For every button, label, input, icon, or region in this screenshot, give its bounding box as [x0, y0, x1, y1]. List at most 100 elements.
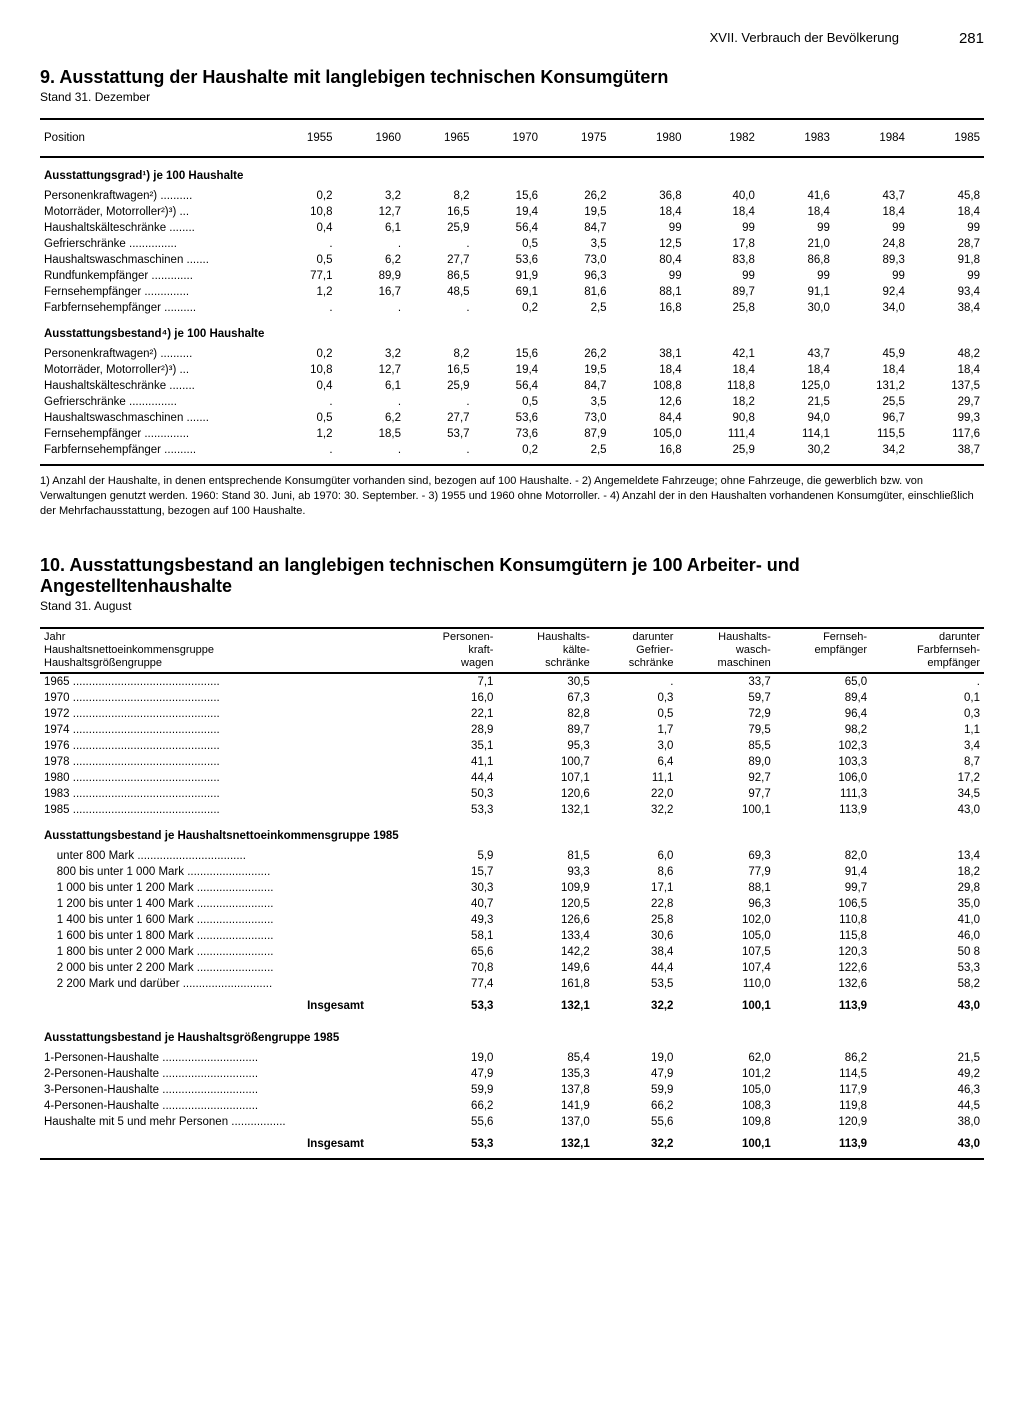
table10-size-row: 1-Personen-Haushalte ...................… — [40, 1050, 984, 1066]
cell: 18,4 — [611, 362, 686, 378]
cell: 89,9 — [337, 268, 406, 284]
table9-row: Personenkraftwagen²) ..........0,23,28,2… — [40, 346, 984, 362]
cell: 10,8 — [268, 204, 337, 220]
cell: 91,4 — [775, 864, 871, 880]
row-label: 1972 ...................................… — [40, 706, 404, 722]
cell: 0,2 — [268, 188, 337, 204]
cell: 27,7 — [405, 410, 474, 426]
table10-rowhead: JahrHaushaltsnettoeinkommensgruppeHausha… — [40, 629, 404, 674]
row-label: Haushaltswaschmaschinen ....... — [40, 410, 268, 426]
cell: 53,3 — [404, 992, 497, 1020]
cell: 16,0 — [404, 690, 497, 706]
row-label: 1974 ...................................… — [40, 722, 404, 738]
cell: 120,3 — [775, 944, 871, 960]
cell: 53,6 — [474, 410, 543, 426]
cell: 113,9 — [775, 1130, 871, 1159]
cell: 118,8 — [686, 378, 759, 394]
cell: 3,4 — [871, 738, 984, 754]
table10-section-income: Ausstattungsbestand je Haushaltsnettoein… — [40, 818, 984, 848]
cell: 30,5 — [497, 674, 593, 690]
table9-row: Fernsehempfänger ..............1,218,553… — [40, 426, 984, 442]
row-label: Farbfernsehempfänger .......... — [40, 442, 268, 458]
cell: . — [268, 300, 337, 316]
table10-size-row: Haushalte mit 5 und mehr Personen ......… — [40, 1114, 984, 1130]
cell: 126,6 — [497, 912, 593, 928]
cell: 43,7 — [759, 346, 834, 362]
cell: 66,2 — [594, 1098, 678, 1114]
cell: 84,4 — [611, 410, 686, 426]
table10-year-row: 1983 ...................................… — [40, 786, 984, 802]
cell: 99 — [686, 268, 759, 284]
cell: 99 — [611, 220, 686, 236]
row-label: 2 000 bis unter 2 200 Mark .............… — [40, 960, 404, 976]
cell: 91,9 — [474, 268, 543, 284]
cell: 137,8 — [497, 1082, 593, 1098]
table10-size-row: 4-Personen-Haushalte ...................… — [40, 1098, 984, 1114]
cell: 88,1 — [611, 284, 686, 300]
cell: 50 8 — [871, 944, 984, 960]
cell: 99,7 — [775, 880, 871, 896]
cell: 17,8 — [686, 236, 759, 252]
table10-col-head: Haushalts-wasch-maschinen — [677, 629, 774, 674]
cell: 24,8 — [834, 236, 909, 252]
row-label: Haushalte mit 5 und mehr Personen ......… — [40, 1114, 404, 1130]
table10-year-row: 1976 ...................................… — [40, 738, 984, 754]
cell: 55,6 — [594, 1114, 678, 1130]
cell: 100,1 — [677, 1130, 774, 1159]
cell: 30,6 — [594, 928, 678, 944]
table10-col-head: Haushalts-kälte-schränke — [497, 629, 593, 674]
cell: 41,6 — [759, 188, 834, 204]
cell: 38,1 — [611, 346, 686, 362]
cell: 81,6 — [542, 284, 611, 300]
cell: 70,8 — [404, 960, 497, 976]
cell: 49,2 — [871, 1066, 984, 1082]
cell: 133,4 — [497, 928, 593, 944]
cell: 93,3 — [497, 864, 593, 880]
row-label: Motorräder, Motorroller²)³) ... — [40, 362, 268, 378]
cell: 135,3 — [497, 1066, 593, 1082]
row-label: 1970 ...................................… — [40, 690, 404, 706]
cell: 6,2 — [337, 252, 406, 268]
cell: 92,4 — [834, 284, 909, 300]
cell: 108,8 — [611, 378, 686, 394]
cell: 17,1 — [594, 880, 678, 896]
cell: 89,3 — [834, 252, 909, 268]
cell: 32,2 — [594, 992, 678, 1020]
cell: 55,6 — [404, 1114, 497, 1130]
cell: 30,2 — [759, 442, 834, 458]
cell: 53,6 — [474, 252, 543, 268]
cell: 28,9 — [404, 722, 497, 738]
cell: 5,9 — [404, 848, 497, 864]
table10-income-row: 1 600 bis unter 1 800 Mark .............… — [40, 928, 984, 944]
cell: 48,5 — [405, 284, 474, 300]
total-label: Insgesamt — [40, 1130, 404, 1159]
cell: 111,3 — [775, 786, 871, 802]
cell: . — [405, 300, 474, 316]
cell: 132,1 — [497, 992, 593, 1020]
cell: 44,4 — [404, 770, 497, 786]
cell: 3,5 — [542, 236, 611, 252]
table10-income-row: 2 200 Mark und darüber .................… — [40, 976, 984, 992]
cell: 65,0 — [775, 674, 871, 690]
cell: 0,4 — [268, 378, 337, 394]
cell: 132,1 — [497, 1130, 593, 1159]
cell: 40,7 — [404, 896, 497, 912]
row-label: unter 800 Mark .........................… — [40, 848, 404, 864]
cell: 17,2 — [871, 770, 984, 786]
cell: 99 — [686, 220, 759, 236]
cell: 49,3 — [404, 912, 497, 928]
cell: 15,7 — [404, 864, 497, 880]
cell: 105,0 — [611, 426, 686, 442]
table10-section-size: Ausstattungsbestand je Haushaltsgrößengr… — [40, 1020, 984, 1050]
cell: 119,8 — [775, 1098, 871, 1114]
cell: 18,4 — [834, 362, 909, 378]
cell: 120,6 — [497, 786, 593, 802]
cell: 103,3 — [775, 754, 871, 770]
cell: 86,5 — [405, 268, 474, 284]
table10-col-head: darunterGefrier-schränke — [594, 629, 678, 674]
cell: 16,8 — [611, 442, 686, 458]
cell: 137,0 — [497, 1114, 593, 1130]
row-label: 1 600 bis unter 1 800 Mark .............… — [40, 928, 404, 944]
row-label: Rundfunkempfänger ............. — [40, 268, 268, 284]
table9-year-head: 1985 — [909, 120, 984, 157]
